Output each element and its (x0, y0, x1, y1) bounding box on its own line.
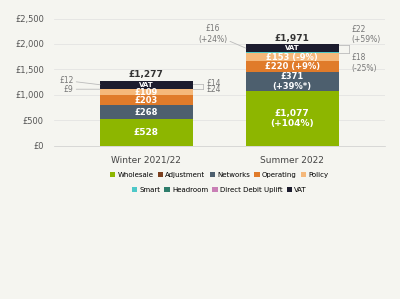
Text: £268: £268 (135, 108, 158, 117)
Text: £1,971: £1,971 (275, 34, 310, 43)
Text: £220 (+9%): £220 (+9%) (265, 62, 320, 71)
Text: £528: £528 (134, 128, 159, 137)
Bar (100, 105, 193, 119)
Text: £1,077
(+104%): £1,077 (+104%) (270, 109, 314, 128)
Text: £371
(+39%*): £371 (+39%*) (273, 72, 312, 91)
Text: £153 (-9%): £153 (-9%) (266, 53, 318, 62)
Text: £24: £24 (206, 86, 220, 94)
Bar (246, 61, 339, 72)
Text: VAT: VAT (139, 82, 154, 88)
Bar (246, 52, 339, 53)
Bar (100, 119, 193, 146)
Bar (100, 81, 193, 89)
Text: £14: £14 (206, 79, 220, 88)
Bar (100, 95, 193, 105)
Bar (100, 89, 193, 95)
Text: VAT: VAT (285, 45, 300, 51)
Text: £16
(+24%): £16 (+24%) (198, 24, 246, 48)
Bar (246, 91, 339, 146)
Text: £1,277: £1,277 (129, 70, 164, 79)
Bar (246, 72, 339, 91)
Text: £22
(+59%): £22 (+59%) (352, 25, 381, 45)
Text: £18
(-25%): £18 (-25%) (352, 53, 377, 73)
Text: £109: £109 (135, 88, 158, 97)
Bar (246, 45, 339, 52)
Bar (246, 53, 339, 61)
Text: £9: £9 (64, 85, 100, 94)
Text: £12: £12 (59, 76, 100, 85)
Text: £203: £203 (135, 96, 158, 105)
Legend: Smart, Headroom, Direct Debit Uplift, VAT: Smart, Headroom, Direct Debit Uplift, VA… (129, 184, 310, 196)
